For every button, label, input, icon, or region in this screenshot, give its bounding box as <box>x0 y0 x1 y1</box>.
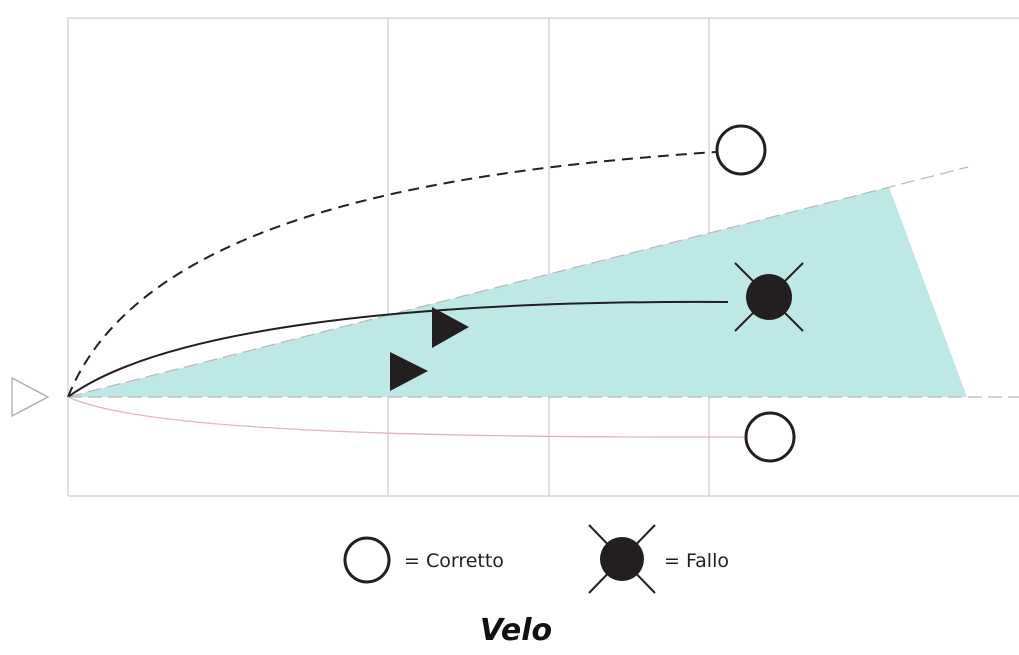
screen-upper-guide <box>67 166 969 398</box>
screen-zone <box>68 187 967 397</box>
legend-foul-icon <box>588 524 656 594</box>
legend-correct-icon <box>343 536 391 584</box>
diagram-caption: Velo <box>480 613 552 648</box>
correct-hollow-circle-icon-low <box>744 411 796 463</box>
correct-hollow-circle-icon-high <box>715 124 767 176</box>
defender-triangle-icon-2 <box>390 352 428 391</box>
defender-triangle-icon-1 <box>432 307 469 348</box>
mid-solid-trajectory <box>67 300 729 398</box>
foul-crossed-circle-icon <box>734 262 804 332</box>
origin-triangle-icon <box>11 376 50 418</box>
legend: = Corretto = Fallo <box>343 524 729 594</box>
low-trajectory <box>67 396 745 438</box>
legend-correct-label: = Corretto <box>404 550 504 572</box>
legend-foul-label: = Fallo <box>664 550 729 572</box>
